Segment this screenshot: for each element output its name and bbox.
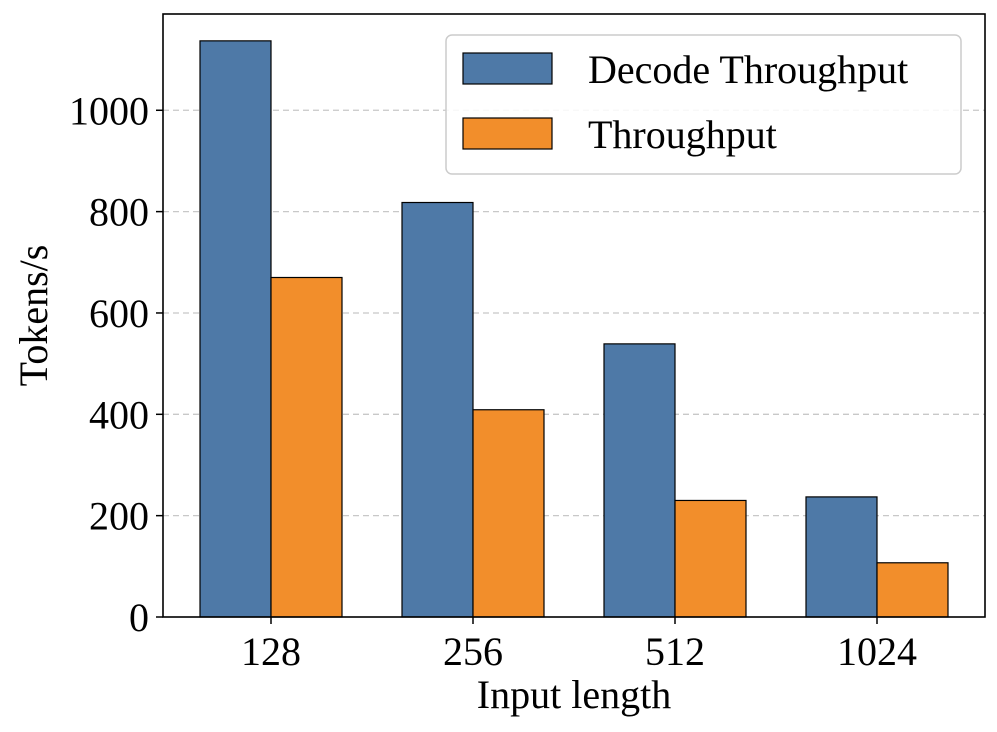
y-axis: 0 200 400 600 800 1000	[69, 88, 163, 640]
y-tick-label: 800	[89, 190, 149, 235]
x-tick-label: 128	[241, 629, 301, 674]
bar-throughput-256	[472, 409, 545, 618]
y-tick-label: 600	[89, 291, 149, 336]
y-tick-label: 0	[129, 595, 149, 640]
legend-swatch-throughput	[462, 117, 553, 150]
x-axis-title: Input length	[477, 672, 671, 717]
y-tick-label: 400	[89, 392, 149, 437]
legend-box	[445, 34, 962, 175]
plot-frame	[162, 13, 986, 618]
bar-throughput-128	[270, 276, 343, 618]
y-tick-label: 1000	[69, 88, 149, 133]
y-axis-title: Tokens/s	[11, 245, 56, 387]
bar-decode-throughput-512	[603, 343, 676, 618]
x-tick-label: 1024	[837, 629, 917, 674]
legend-label-throughput: Throughput	[588, 112, 777, 157]
y-tick-label: 200	[89, 494, 149, 539]
bar-throughput-1024	[876, 562, 949, 618]
x-axis: 128 256 512 1024	[241, 617, 917, 674]
legend: Decode Throughput Throughput	[445, 34, 962, 175]
legend-label-decode-throughput: Decode Throughput	[588, 47, 908, 92]
x-tick-label: 512	[645, 629, 705, 674]
bar-throughput-512	[674, 499, 747, 618]
bars	[199, 40, 949, 618]
bar-decode-throughput-1024	[805, 496, 878, 618]
legend-swatch-decode-throughput	[462, 52, 553, 85]
bar-decode-throughput-128	[199, 40, 272, 618]
bar-decode-throughput-256	[401, 201, 474, 618]
x-tick-label: 256	[443, 629, 503, 674]
